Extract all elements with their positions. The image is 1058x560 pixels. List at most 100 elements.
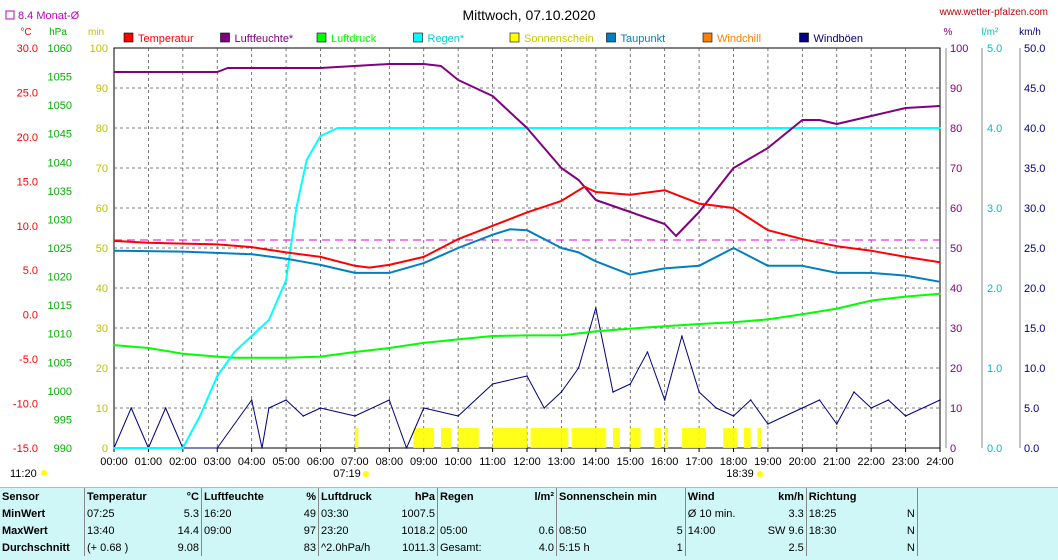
data-point-temperatur — [801, 238, 804, 240]
press-tick-label: 1010 — [48, 329, 72, 341]
data-point-luftfeuchte — [801, 119, 804, 121]
data-point-luftfeuchte — [422, 63, 425, 65]
min-tick-label: 0 — [102, 443, 108, 455]
data-point-taupunkt — [939, 280, 941, 283]
data-point-temperatur — [732, 207, 735, 209]
data-point-windböen — [835, 423, 838, 425]
data-point-taupunkt — [319, 264, 322, 266]
stats-cell: 03:30 — [318, 505, 391, 522]
press-tick-label: 1025 — [48, 243, 72, 255]
stats-row-min: MinWert 07:25 5.3 16:20 49 03:30 1007.5 … — [0, 505, 1058, 522]
pct-tick-label: 20 — [950, 363, 962, 375]
data-point-regen — [182, 447, 184, 449]
site-link[interactable]: www.wetter-pfalzen.com — [939, 7, 1048, 18]
stats-cell — [504, 505, 557, 522]
stats-cell: MinWert — [2, 507, 46, 520]
stats-cell: 23:20 — [318, 522, 391, 539]
data-point-luftfeuchte — [595, 199, 597, 201]
temp-tick-label: 10.0 — [17, 221, 38, 233]
data-point-temperatur — [663, 189, 666, 192]
data-point-luftdruck — [526, 334, 528, 337]
data-point-luftdruck — [767, 318, 769, 321]
data-point-luftdruck — [147, 347, 150, 349]
data-point-luftdruck — [939, 292, 941, 295]
data-point-regen — [113, 447, 115, 449]
data-point-windböen — [422, 407, 425, 409]
weather-chart: 00:00 01:00 02:00 03:00 04:00 05:00 06:00 07:00… — [5, 7, 1048, 480]
data-point-taupunkt — [663, 267, 666, 270]
stats-header-cell: Richtung — [805, 488, 879, 505]
x-tick-label: 09:00 — [410, 456, 438, 468]
data-point-regen — [216, 375, 219, 377]
data-point-luftfeuchte — [526, 127, 528, 129]
x-tick-label: 18:00 — [720, 456, 748, 468]
min-tick-label: 20 — [96, 363, 108, 375]
data-point-temperatur — [526, 211, 528, 214]
stats-header-cell: l/m² — [534, 490, 554, 503]
data-point-luftdruck — [113, 344, 115, 346]
data-point-regen — [250, 335, 253, 337]
data-point-regen — [233, 351, 236, 353]
data-point-luftfeuchte — [663, 223, 666, 225]
min-tick-label: 70 — [96, 163, 108, 175]
stats-header-cell: Sensor — [2, 490, 40, 503]
x-tick-label: 11:00 — [479, 456, 506, 468]
x-tick-label: 04:00 — [238, 456, 266, 468]
stats-table: Sensor Temperatur °C Luftfeuchte % Luftd… — [0, 488, 1058, 556]
pct-tick-label: 90 — [950, 83, 962, 95]
data-point-windböen — [749, 399, 752, 401]
data-point-temperatur — [354, 264, 356, 267]
stats-cell: 5:15 h — [555, 539, 659, 556]
stats-cell: 16:20 — [201, 505, 284, 522]
data-point-taupunkt — [870, 272, 872, 274]
pct-tick-label: 10 — [950, 403, 962, 415]
data-point-windböen — [612, 391, 614, 393]
temp-tick-label: 0.0 — [23, 310, 38, 322]
data-point-luftdruck — [491, 335, 494, 337]
data-point-luftfeuchte — [113, 71, 115, 73]
data-point-windböen — [388, 399, 391, 401]
data-point-windböen — [216, 447, 219, 449]
data-point-temperatur — [767, 229, 769, 232]
data-point-regen — [336, 127, 339, 129]
data-point-windböen — [405, 447, 408, 449]
x-tick-label: 02:00 — [169, 456, 197, 468]
legend-label: Luftfeuchte* — [235, 33, 294, 45]
data-point-luftdruck — [182, 352, 184, 355]
data-point-luftdruck — [629, 327, 632, 330]
series-layer — [113, 63, 941, 449]
data-point-luftdruck — [285, 356, 287, 359]
press-tick-label: 1015 — [48, 300, 72, 312]
stats-cell: Ø 10 min. — [684, 505, 752, 522]
data-point-regen — [305, 159, 308, 161]
sunshine-bar — [743, 428, 751, 448]
data-point-windböen — [629, 383, 632, 385]
press-tick-label: 1045 — [48, 129, 72, 141]
data-point-taupunkt — [732, 247, 735, 249]
wind-tick-label: 40.0 — [1024, 123, 1045, 135]
data-point-windböen — [491, 383, 494, 385]
legend: Temperatur Luftfeuchte* Luftdruck Regen* Son… — [123, 32, 863, 45]
stats-cell: 18:30 — [805, 522, 879, 539]
data-point-luftdruck — [835, 307, 838, 310]
data-point-luftdruck — [216, 355, 219, 358]
stats-cell: SW 9.6 — [767, 524, 804, 537]
data-point-taupunkt — [508, 228, 511, 231]
press-tick-label: 990 — [54, 443, 72, 455]
min-tick-label: 30 — [96, 323, 108, 335]
x-tick-label: 20:00 — [789, 456, 817, 468]
data-point-luftdruck — [870, 299, 872, 302]
legend-label: Windchill — [717, 33, 761, 45]
wind-tick-label: 15.0 — [1024, 323, 1045, 335]
pct-tick-label: 30 — [950, 323, 962, 335]
stats-cell: N — [906, 541, 915, 554]
pct-tick-label: 0 — [950, 443, 956, 455]
stats-cell: 1 — [676, 541, 683, 554]
wind-tick-label: 50.0 — [1024, 43, 1045, 55]
x-tick-label: 23:00 — [892, 456, 920, 468]
data-point-temperatur — [835, 245, 838, 248]
data-point-temperatur — [319, 256, 322, 258]
x-tick-label: 16:00 — [651, 456, 679, 468]
temp-tick-label: 15.0 — [17, 176, 38, 188]
data-point-temperatur — [457, 238, 459, 240]
